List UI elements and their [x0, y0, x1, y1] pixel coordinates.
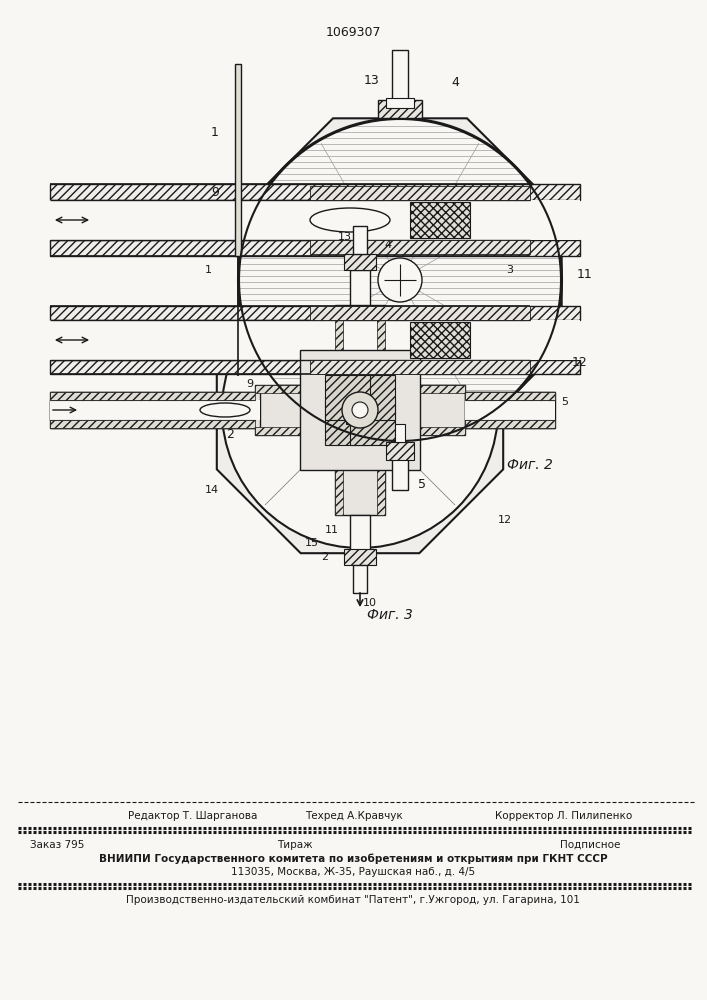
Bar — [325, 400, 370, 445]
Text: 15: 15 — [305, 538, 319, 548]
Bar — [377, 305, 385, 410]
Bar — [350, 400, 370, 420]
Bar — [392, 50, 408, 100]
Bar — [235, 64, 241, 256]
Bar — [465, 400, 555, 420]
Circle shape — [352, 402, 368, 418]
Ellipse shape — [200, 403, 250, 417]
Bar — [386, 442, 414, 460]
Circle shape — [239, 119, 561, 441]
Bar — [378, 100, 422, 118]
Text: 12: 12 — [572, 356, 588, 368]
Text: 2: 2 — [322, 552, 329, 562]
Bar — [335, 410, 343, 515]
Bar — [344, 254, 376, 270]
Text: Корректор Л. Пилипенко: Корректор Л. Пилипенко — [495, 811, 632, 821]
Bar — [335, 410, 385, 515]
Bar — [255, 385, 360, 393]
Text: 5: 5 — [418, 479, 426, 491]
Bar — [50, 320, 580, 360]
Bar — [346, 400, 366, 420]
Bar — [50, 200, 580, 240]
Text: 13: 13 — [364, 74, 380, 87]
Text: ВНИИПИ Государственного комитета по изобретениям и открытиям при ГКНТ СССР: ВНИИПИ Государственного комитета по изоб… — [99, 854, 607, 864]
Bar — [50, 360, 580, 374]
Text: Фиг. 2: Фиг. 2 — [507, 458, 553, 472]
Bar — [50, 184, 580, 200]
Circle shape — [378, 258, 422, 302]
Text: Техред А.Кравчук: Техред А.Кравчук — [305, 811, 403, 821]
Bar — [465, 392, 555, 428]
Bar — [50, 306, 580, 320]
Text: 14: 14 — [205, 485, 219, 495]
Text: 9: 9 — [247, 379, 254, 389]
Bar — [395, 424, 405, 442]
Text: Тираж: Тираж — [277, 840, 312, 850]
Bar — [310, 186, 530, 200]
Bar — [353, 565, 367, 593]
Circle shape — [238, 118, 562, 442]
Text: 12: 12 — [498, 515, 512, 525]
Bar — [50, 420, 255, 428]
Text: 1069307: 1069307 — [325, 25, 381, 38]
Bar — [350, 400, 395, 445]
Text: 113035, Москва, Ж-35, Раушская наб., д. 4/5: 113035, Москва, Ж-35, Раушская наб., д. … — [231, 867, 475, 877]
Bar — [255, 385, 360, 435]
Bar — [360, 427, 465, 435]
Text: 13: 13 — [338, 232, 352, 242]
Text: 1: 1 — [211, 125, 219, 138]
Bar — [346, 404, 366, 424]
Text: 3: 3 — [506, 265, 513, 275]
Bar — [360, 385, 465, 435]
Bar — [377, 410, 385, 515]
Bar — [335, 305, 385, 410]
Bar — [386, 98, 414, 108]
Ellipse shape — [310, 208, 390, 232]
Text: 10: 10 — [363, 598, 377, 608]
Bar — [335, 305, 343, 410]
Bar — [465, 392, 555, 400]
Text: 4: 4 — [451, 76, 459, 89]
Bar — [50, 392, 260, 428]
Bar — [300, 350, 420, 470]
Bar — [255, 427, 360, 435]
Bar — [310, 240, 530, 254]
Text: Подписное: Подписное — [560, 840, 620, 850]
Text: 4: 4 — [385, 240, 392, 250]
Text: 1: 1 — [204, 265, 211, 275]
Text: 9: 9 — [211, 186, 219, 198]
Bar — [50, 240, 580, 256]
Text: 5: 5 — [561, 397, 568, 407]
Text: Производственно-издательский комбинат "Патент", г.Ужгород, ул. Гагарина, 101: Производственно-издательский комбинат "П… — [126, 895, 580, 905]
Bar — [344, 549, 376, 565]
Text: 11: 11 — [577, 268, 593, 282]
Bar — [325, 375, 370, 420]
Bar — [310, 306, 530, 320]
Bar — [360, 385, 465, 393]
Text: Фиг. 3: Фиг. 3 — [367, 608, 413, 622]
Bar — [465, 420, 555, 428]
Bar — [350, 375, 395, 420]
Polygon shape — [217, 267, 503, 553]
Polygon shape — [238, 118, 561, 442]
Text: Заказ 795: Заказ 795 — [30, 840, 84, 850]
Bar — [50, 392, 255, 400]
Text: 11: 11 — [325, 525, 339, 535]
Bar — [410, 322, 470, 358]
Bar — [50, 400, 255, 420]
Circle shape — [222, 272, 498, 548]
Text: Редактор Т. Шарганова: Редактор Т. Шарганова — [128, 811, 257, 821]
Bar — [350, 404, 370, 424]
Text: 2: 2 — [226, 428, 234, 442]
Bar — [392, 442, 408, 490]
Bar — [410, 202, 470, 238]
Circle shape — [342, 392, 378, 428]
Bar — [350, 515, 370, 550]
Bar — [310, 360, 530, 374]
Bar — [50, 400, 260, 420]
Bar — [353, 226, 367, 254]
Bar — [350, 270, 370, 305]
